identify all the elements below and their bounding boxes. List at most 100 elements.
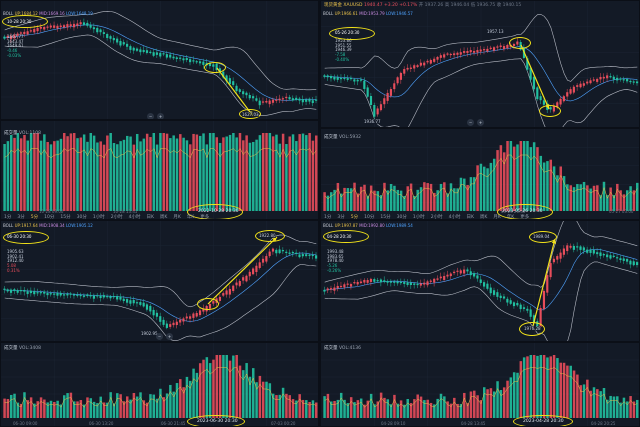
tab-5m[interactable]: 5分 xyxy=(30,215,39,220)
tab-15m[interactable]: 15分 xyxy=(380,215,391,220)
volume-bar xyxy=(546,161,549,211)
tab-10m[interactable]: 10分 xyxy=(364,215,375,220)
candle-body xyxy=(529,309,532,317)
candle-body xyxy=(145,304,149,310)
candle-body xyxy=(379,279,383,283)
chart-panel-4[interactable]: BOLL UP:1997.87 MID:1992.80 LOW:1989.54 … xyxy=(320,220,640,342)
candle-body xyxy=(261,101,265,103)
candle-body xyxy=(192,60,195,62)
volume-label: 成交量 xyxy=(324,346,338,351)
volume-bar xyxy=(359,398,363,418)
tab-3m[interactable]: 3分 xyxy=(17,215,25,220)
candle-body xyxy=(13,34,16,39)
tab-4h[interactable]: 4小时 xyxy=(128,215,141,220)
tab-1m[interactable]: 1分 xyxy=(4,215,12,220)
candle-body xyxy=(245,275,248,282)
volume-bar xyxy=(275,134,278,211)
volume-bar xyxy=(616,396,619,418)
candle-body xyxy=(556,256,559,260)
volume-bar xyxy=(258,375,262,418)
volume-bar xyxy=(205,357,209,418)
zoom-out-button[interactable]: − xyxy=(467,119,474,126)
tab-year[interactable]: 年K xyxy=(506,215,515,220)
candle-body xyxy=(592,79,595,81)
tab-1h[interactable]: 1小时 xyxy=(412,215,425,220)
volume-bar xyxy=(222,355,225,418)
tab-2h[interactable]: 2小时 xyxy=(430,215,443,220)
volume-bar xyxy=(109,392,112,418)
volume-bar xyxy=(399,190,403,211)
candlestick-chart[interactable] xyxy=(1,1,319,120)
tab-3m[interactable]: 3分 xyxy=(337,215,345,220)
candlestick-chart[interactable] xyxy=(1,221,319,342)
zoom-in-button[interactable]: + xyxy=(166,333,173,340)
candle-body xyxy=(582,83,585,86)
volume-bar xyxy=(582,384,586,418)
tab-15m[interactable]: 15分 xyxy=(60,215,71,220)
candle-body xyxy=(132,47,135,51)
candle-body xyxy=(295,252,298,254)
volume-bar xyxy=(261,133,265,211)
volume-bar xyxy=(159,133,162,211)
candle-body xyxy=(281,98,285,100)
zoom-in-button[interactable]: + xyxy=(477,119,484,126)
volume-bar xyxy=(109,133,112,211)
zoom-out-button[interactable]: − xyxy=(156,333,163,340)
tab-10m[interactable]: 10分 xyxy=(44,215,55,220)
volume-bar xyxy=(265,133,268,211)
candle-body xyxy=(82,295,86,297)
candle-body xyxy=(373,279,376,282)
volume-bar xyxy=(135,133,139,211)
candle-body xyxy=(242,277,245,281)
volume-bar xyxy=(106,135,109,211)
candle-body xyxy=(369,278,373,282)
candle-body xyxy=(323,75,326,77)
tab-30m[interactable]: 30分 xyxy=(396,215,407,220)
tab-week[interactable]: 周K xyxy=(159,215,168,220)
tab-month[interactable]: 月K xyxy=(493,215,501,220)
volume-bar xyxy=(53,141,56,211)
volume-bar xyxy=(275,395,278,418)
highlight-circle xyxy=(187,415,245,426)
volume-bar xyxy=(169,138,172,211)
zoom-out-button[interactable]: − xyxy=(147,113,154,119)
tab-more[interactable]: 更多 xyxy=(520,215,530,220)
volume-bar xyxy=(376,191,380,211)
tab-5m[interactable]: 5分 xyxy=(350,215,359,220)
candle-body xyxy=(46,293,49,296)
volume-bar xyxy=(606,399,609,418)
candle-body xyxy=(122,298,125,302)
tab-more[interactable]: 更多 xyxy=(200,215,210,220)
tab-1m[interactable]: 1分 xyxy=(324,215,332,220)
volume-bar xyxy=(373,404,376,418)
tab-week[interactable]: 周K xyxy=(479,215,488,220)
candle-body xyxy=(546,275,549,293)
chart-panel-3[interactable]: BOLL UP:1917.64 MID:1908.34 LOW:1905.12 … xyxy=(0,220,319,342)
volume-bar xyxy=(225,355,228,418)
volume-bar xyxy=(212,133,215,211)
volume-bar xyxy=(479,163,483,211)
volume-bar xyxy=(9,135,13,211)
volume-bar xyxy=(311,140,315,211)
candlestick-chart[interactable] xyxy=(321,221,640,342)
tab-year[interactable]: 年K xyxy=(186,215,195,220)
tab-4h[interactable]: 4小时 xyxy=(448,215,461,220)
tab-30m[interactable]: 30分 xyxy=(76,215,87,220)
info-change-pct: -0.03% xyxy=(7,52,22,58)
chart-panel-1[interactable]: BOLL UP:1684.12 MID:1669.16 LOW:1648.19 … xyxy=(0,0,319,120)
candle-body xyxy=(69,24,72,27)
last-price: 1940.47 xyxy=(363,3,383,8)
chart-panel-2[interactable]: 现货黄金 XAUUSD 1940.47 +3.20 +0.17% 开 1937.… xyxy=(320,0,640,128)
volume-bar xyxy=(599,195,602,211)
tab-day[interactable]: 日K xyxy=(146,215,154,220)
tab-day[interactable]: 日K xyxy=(466,215,474,220)
tab-month[interactable]: 月K xyxy=(173,215,181,220)
volume-bar xyxy=(79,137,83,211)
volume-bar xyxy=(476,165,479,211)
candle-body xyxy=(66,24,69,28)
tab-2h[interactable]: 2小时 xyxy=(110,215,123,220)
zoom-in-button[interactable]: + xyxy=(157,113,164,119)
candlestick-chart[interactable] xyxy=(321,1,640,128)
tab-1h[interactable]: 1小时 xyxy=(92,215,105,220)
candle-body xyxy=(49,293,52,295)
